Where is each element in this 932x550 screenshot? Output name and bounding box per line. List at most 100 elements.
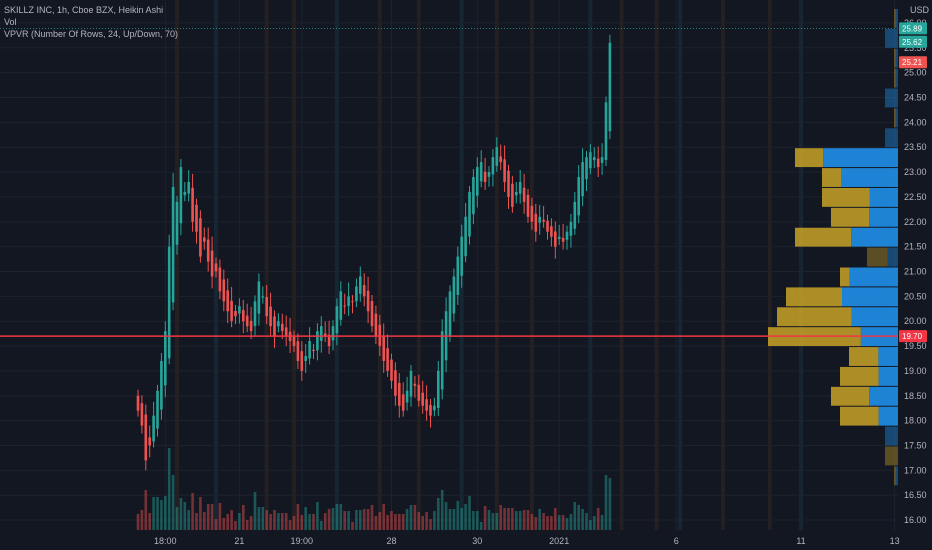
vpvr-down-bar <box>795 227 852 247</box>
vpvr-down-bar <box>840 406 879 426</box>
volume-bar <box>292 516 296 530</box>
candle-body <box>464 216 467 257</box>
candle-body <box>546 220 549 232</box>
candle-body <box>210 250 214 277</box>
vpvr-down-bar <box>831 207 870 227</box>
vpvr-up-bar <box>851 307 898 327</box>
volume-bar <box>448 509 452 530</box>
volume-bar <box>499 505 502 530</box>
volume-bar <box>600 515 604 530</box>
volume-bar <box>444 502 448 530</box>
candle-body <box>312 349 315 352</box>
volume-bar <box>175 507 179 530</box>
candle-body <box>409 370 413 397</box>
vpvr-up-bar <box>885 28 898 48</box>
candle-body <box>487 172 491 177</box>
volume-indicator-label[interactable]: Vol <box>4 17 17 27</box>
vpvr-up-bar <box>896 48 898 68</box>
candle-body <box>522 187 526 202</box>
vpvr-down-bar <box>840 267 850 287</box>
volume-bar <box>284 513 288 530</box>
candle-body <box>370 300 374 327</box>
candle-body <box>242 309 245 322</box>
volume-bar <box>347 511 350 530</box>
x-tick-label: 13 <box>890 536 900 546</box>
candle-body <box>144 414 148 461</box>
session-stripe <box>678 0 683 530</box>
candle-body <box>456 256 460 296</box>
volume-bar <box>460 508 463 530</box>
volume-bar <box>230 510 233 530</box>
volume-bar <box>335 504 339 530</box>
y-tick-label: 17.50 <box>904 440 927 450</box>
volume-bar <box>234 521 237 530</box>
volume-bar <box>394 514 397 530</box>
candle-body <box>183 191 187 196</box>
y-tick-label: 19.00 <box>904 366 927 376</box>
volume-bar <box>593 516 596 530</box>
y-tick-label: 16.50 <box>904 490 927 500</box>
candle-body <box>253 301 257 327</box>
volume-bar <box>511 508 514 530</box>
y-tick-label: 23.00 <box>904 167 927 177</box>
candle-body <box>323 333 327 337</box>
vpvr-up-bar <box>851 227 898 247</box>
volume-bars <box>136 448 612 530</box>
candle-body <box>472 177 475 215</box>
candle-body <box>347 296 350 306</box>
candle-body <box>316 331 319 351</box>
candle-body <box>554 231 557 247</box>
volume-bar <box>238 513 241 530</box>
candle-body <box>339 291 343 320</box>
candle-body <box>565 231 569 240</box>
session-stripe <box>619 0 624 530</box>
candle-body <box>175 201 179 245</box>
candle-body <box>433 405 436 411</box>
volume-bar <box>542 513 545 530</box>
volume-bar <box>573 502 577 530</box>
volume-bar <box>409 505 413 530</box>
volume-bar <box>577 505 580 530</box>
vpvr-up-bar <box>878 347 898 366</box>
volume-bar <box>390 511 393 530</box>
candle-body <box>511 183 514 207</box>
volume-bar <box>273 510 276 530</box>
session-stripe <box>334 0 339 530</box>
y-tick-label: 20.50 <box>904 291 927 301</box>
volume-bar <box>386 515 389 530</box>
volume-bar <box>316 502 319 530</box>
candle-body <box>577 177 580 216</box>
session-stripe <box>377 0 382 530</box>
volume-bar <box>210 504 214 530</box>
candle-body <box>273 316 276 337</box>
volume-bar <box>351 522 354 530</box>
candle-body <box>245 315 249 327</box>
vpvr-down-bar <box>894 48 896 68</box>
candle-body <box>148 437 151 446</box>
volume-bar <box>206 504 210 530</box>
candle-body <box>417 384 421 401</box>
volume-bar <box>456 501 460 530</box>
volume-bar <box>140 510 144 530</box>
candle-body <box>401 394 405 411</box>
volume-bar <box>366 509 370 530</box>
candle-body <box>405 390 409 403</box>
candle-body <box>171 186 175 303</box>
candle-body <box>257 281 261 314</box>
candle-body <box>156 390 159 429</box>
volume-bar <box>359 510 362 530</box>
candle-body <box>296 341 300 361</box>
volume-bar <box>589 520 592 530</box>
vpvr-down-bar <box>831 386 870 406</box>
vpvr-indicator-label[interactable]: VPVR (Number Of Rows, 24, Up/Down, 70) <box>4 29 179 39</box>
x-tick-label: 28 <box>386 536 396 546</box>
volume-bar <box>569 514 573 530</box>
candle-body <box>265 296 268 317</box>
vpvr-up-bar <box>849 267 898 287</box>
candle-body <box>495 147 499 166</box>
candle-body <box>429 404 432 416</box>
symbol-title[interactable]: SKILLZ INC, 1h, Cboe BZX, Heikin Ashi <box>4 5 164 15</box>
volume-bar <box>596 508 600 530</box>
